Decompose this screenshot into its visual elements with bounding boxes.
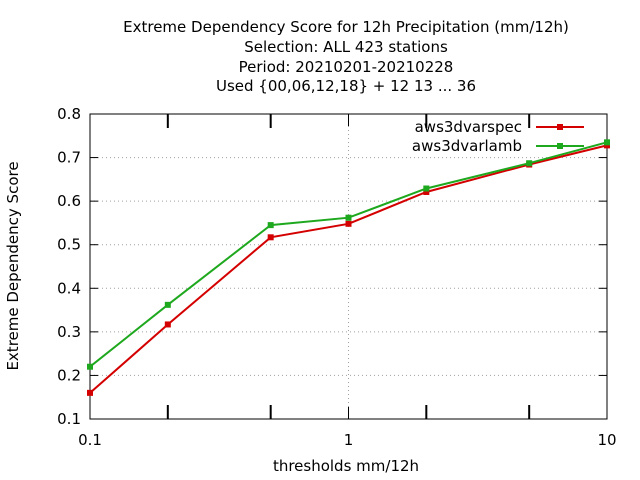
x-tick-label: 0.1	[78, 431, 102, 449]
y-tick-label: 0.5	[57, 236, 81, 254]
grid	[90, 114, 607, 419]
y-tick-label: 0.7	[57, 149, 81, 167]
chart-title-line-3: Period: 20210201-20210228	[239, 58, 454, 76]
ticks: 0.1 0.2 0.3 0.4 0.5 0.6 0.7 0.8 0.1 1 10	[57, 105, 616, 449]
chart-title-line-2: Selection: ALL 423 stations	[244, 38, 448, 56]
x-tick-label: 1	[344, 431, 354, 449]
legend-marker-aws3dvarspec	[557, 124, 563, 130]
data-point-aws3dvarlamb	[526, 160, 533, 167]
chart-title-line-4: Used {00,06,12,18} + 12 13 ... 36	[216, 77, 476, 95]
data-point-aws3dvarspec	[164, 321, 171, 328]
data-point-aws3dvarlamb	[423, 185, 430, 192]
data-point-aws3dvarspec	[604, 142, 610, 149]
chart-title-line-1: Extreme Dependency Score for 12h Precipi…	[123, 18, 569, 36]
y-tick-label: 0.6	[57, 192, 81, 210]
y-tick-label: 0.4	[57, 279, 81, 297]
legend-label-aws3dvarspec: aws3dvarspec	[415, 118, 522, 136]
data-point-aws3dvarlamb	[604, 139, 610, 146]
data-point-aws3dvarspec	[345, 220, 352, 227]
data-point-aws3dvarspec	[267, 234, 274, 241]
data-point-aws3dvarlamb	[345, 214, 352, 221]
series-group	[87, 139, 610, 396]
data-point-aws3dvarlamb	[164, 301, 171, 308]
y-tick-label: 0.8	[57, 105, 81, 123]
y-tick-label: 0.1	[57, 410, 81, 428]
x-axis-label: thresholds mm/12h	[273, 457, 419, 475]
y-tick-label: 0.3	[57, 323, 81, 341]
data-point-aws3dvarspec	[87, 389, 93, 396]
y-tick-label: 0.2	[57, 366, 81, 384]
plot-frame	[89, 113, 608, 420]
data-point-aws3dvarlamb	[267, 222, 274, 229]
data-point-aws3dvarlamb	[87, 363, 93, 370]
y-axis-label: Extreme Dependency Score	[4, 161, 22, 370]
legend-marker-aws3dvarlamb	[557, 143, 563, 149]
legend-label-aws3dvarlamb: aws3dvarlamb	[412, 137, 522, 155]
x-tick-label: 10	[597, 431, 616, 449]
data-point-aws3dvarspec	[423, 188, 430, 195]
